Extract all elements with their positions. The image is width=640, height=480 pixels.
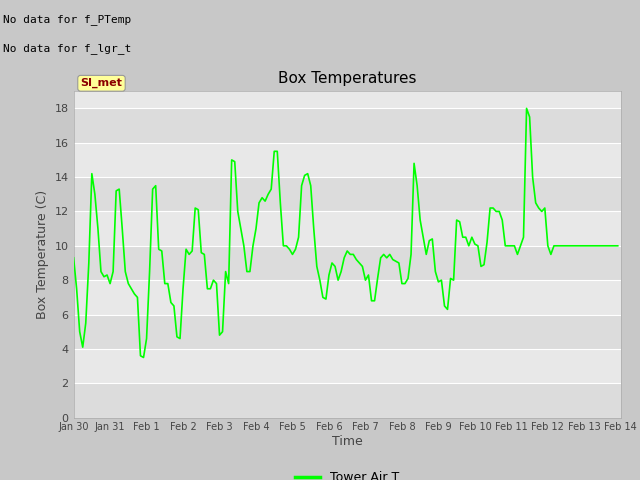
Text: SI_met: SI_met [81, 78, 122, 88]
Bar [74, 212, 621, 246]
X-axis label: Time: Time [332, 435, 363, 448]
Bar [74, 177, 621, 212]
Text: No data for f_lgr_t: No data for f_lgr_t [3, 43, 131, 54]
Bar [74, 143, 621, 177]
Title: Box Temperatures: Box Temperatures [278, 71, 417, 86]
Bar [74, 383, 621, 418]
Bar [74, 314, 621, 349]
Bar [74, 246, 621, 280]
Text: No data for f_PTemp: No data for f_PTemp [3, 14, 131, 25]
Y-axis label: Box Temperature (C): Box Temperature (C) [36, 190, 49, 319]
Legend: Tower Air T: Tower Air T [290, 466, 404, 480]
Bar [74, 108, 621, 143]
Bar [74, 349, 621, 383]
Bar [74, 280, 621, 314]
